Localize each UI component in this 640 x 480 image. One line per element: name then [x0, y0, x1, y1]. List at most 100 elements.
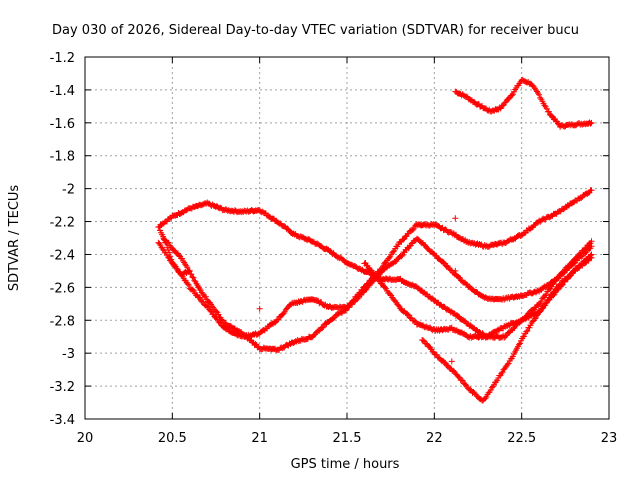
data-point — [452, 267, 459, 274]
data-point — [387, 291, 394, 298]
data-point — [409, 226, 416, 233]
data-point — [458, 377, 465, 384]
data-point — [274, 317, 281, 324]
data-point — [394, 243, 401, 250]
data-point — [420, 337, 427, 344]
data-point — [195, 284, 202, 291]
data-point — [502, 333, 509, 340]
x-tick-label: 22.5 — [507, 431, 536, 446]
data-point — [467, 386, 474, 393]
x-tick-label: 21.5 — [333, 431, 362, 446]
data-point — [536, 309, 543, 316]
data-point — [541, 102, 548, 109]
data-point — [160, 233, 167, 240]
data-point — [538, 298, 545, 305]
data-point — [256, 305, 263, 312]
ticks-layer: 20 20.5 21 21.5 22 22.5 23 -1.2 -1.4 -1.6 -1.8 -2 -2… — [50, 51, 618, 446]
data-point — [526, 324, 533, 331]
data-point — [193, 280, 200, 287]
data-point — [471, 390, 478, 397]
data-point — [377, 269, 384, 276]
x-tick-label: 20 — [77, 431, 94, 446]
x-tick-label: 22 — [426, 431, 443, 446]
data-point — [320, 323, 327, 330]
data-point — [196, 294, 203, 301]
data-point — [532, 314, 539, 321]
data-point — [168, 256, 175, 263]
data-point — [351, 298, 358, 305]
data-point — [440, 259, 447, 266]
data-point — [400, 236, 407, 243]
y-tick-label: -1.4 — [50, 84, 75, 99]
data-point — [316, 327, 323, 334]
data-point — [363, 285, 370, 292]
data-point — [242, 332, 249, 339]
data-point — [252, 341, 259, 348]
data-point — [209, 303, 216, 310]
data-point — [531, 315, 538, 322]
data-point — [508, 92, 515, 99]
data-point — [549, 291, 556, 298]
data-point — [199, 290, 206, 297]
data-point — [156, 240, 163, 247]
data-point — [588, 119, 595, 126]
data-point — [459, 377, 466, 384]
data-point — [540, 303, 547, 310]
data-point — [410, 225, 417, 232]
data-point — [587, 120, 594, 127]
data-point — [386, 254, 393, 261]
data-point — [166, 249, 173, 256]
data-point — [448, 358, 455, 365]
data-point — [502, 364, 509, 371]
points-layer — [155, 76, 595, 404]
data-point — [452, 215, 459, 222]
data-point — [395, 302, 402, 309]
data-point — [455, 373, 462, 380]
data-point — [536, 91, 543, 98]
data-point — [482, 395, 489, 402]
data-point — [369, 269, 376, 276]
data-point — [521, 333, 528, 340]
data-point — [186, 267, 193, 274]
data-point — [202, 293, 209, 300]
y-tick-label: -1.6 — [50, 117, 75, 132]
data-point — [189, 273, 196, 280]
data-point — [185, 268, 192, 275]
y-tick-label: -3.4 — [50, 413, 75, 428]
x-tick-label: 23 — [601, 431, 618, 446]
data-point — [355, 294, 362, 301]
data-point — [555, 120, 562, 127]
data-point — [346, 304, 353, 311]
data-point — [180, 258, 187, 265]
y-tick-label: -2.2 — [50, 216, 75, 231]
data-point — [382, 284, 389, 291]
data-point — [404, 311, 411, 318]
data-point — [516, 341, 523, 348]
data-point — [164, 244, 171, 251]
data-point — [190, 274, 197, 281]
data-point — [157, 242, 164, 249]
y-tick-label: -3.2 — [50, 380, 75, 395]
data-point — [398, 253, 405, 260]
y-tick-label: -2.4 — [50, 248, 75, 263]
data-point — [362, 286, 369, 293]
data-point — [582, 249, 589, 256]
data-point — [215, 311, 222, 318]
chart-title: Day 030 of 2026, Sidereal Day-to-day VTE… — [52, 23, 579, 38]
x-axis-label: GPS time / hours — [291, 457, 400, 472]
data-point — [163, 239, 170, 246]
data-point — [319, 324, 326, 331]
data-point — [588, 254, 595, 261]
data-point — [483, 393, 490, 400]
data-point — [159, 246, 166, 253]
data-point — [218, 316, 225, 323]
data-point — [196, 285, 203, 292]
data-point — [588, 243, 595, 250]
data-point — [197, 295, 204, 302]
data-point — [167, 253, 174, 260]
y-tick-label: -2 — [62, 183, 75, 198]
data-point — [551, 287, 558, 294]
data-point — [578, 253, 585, 260]
data-point — [411, 317, 418, 324]
